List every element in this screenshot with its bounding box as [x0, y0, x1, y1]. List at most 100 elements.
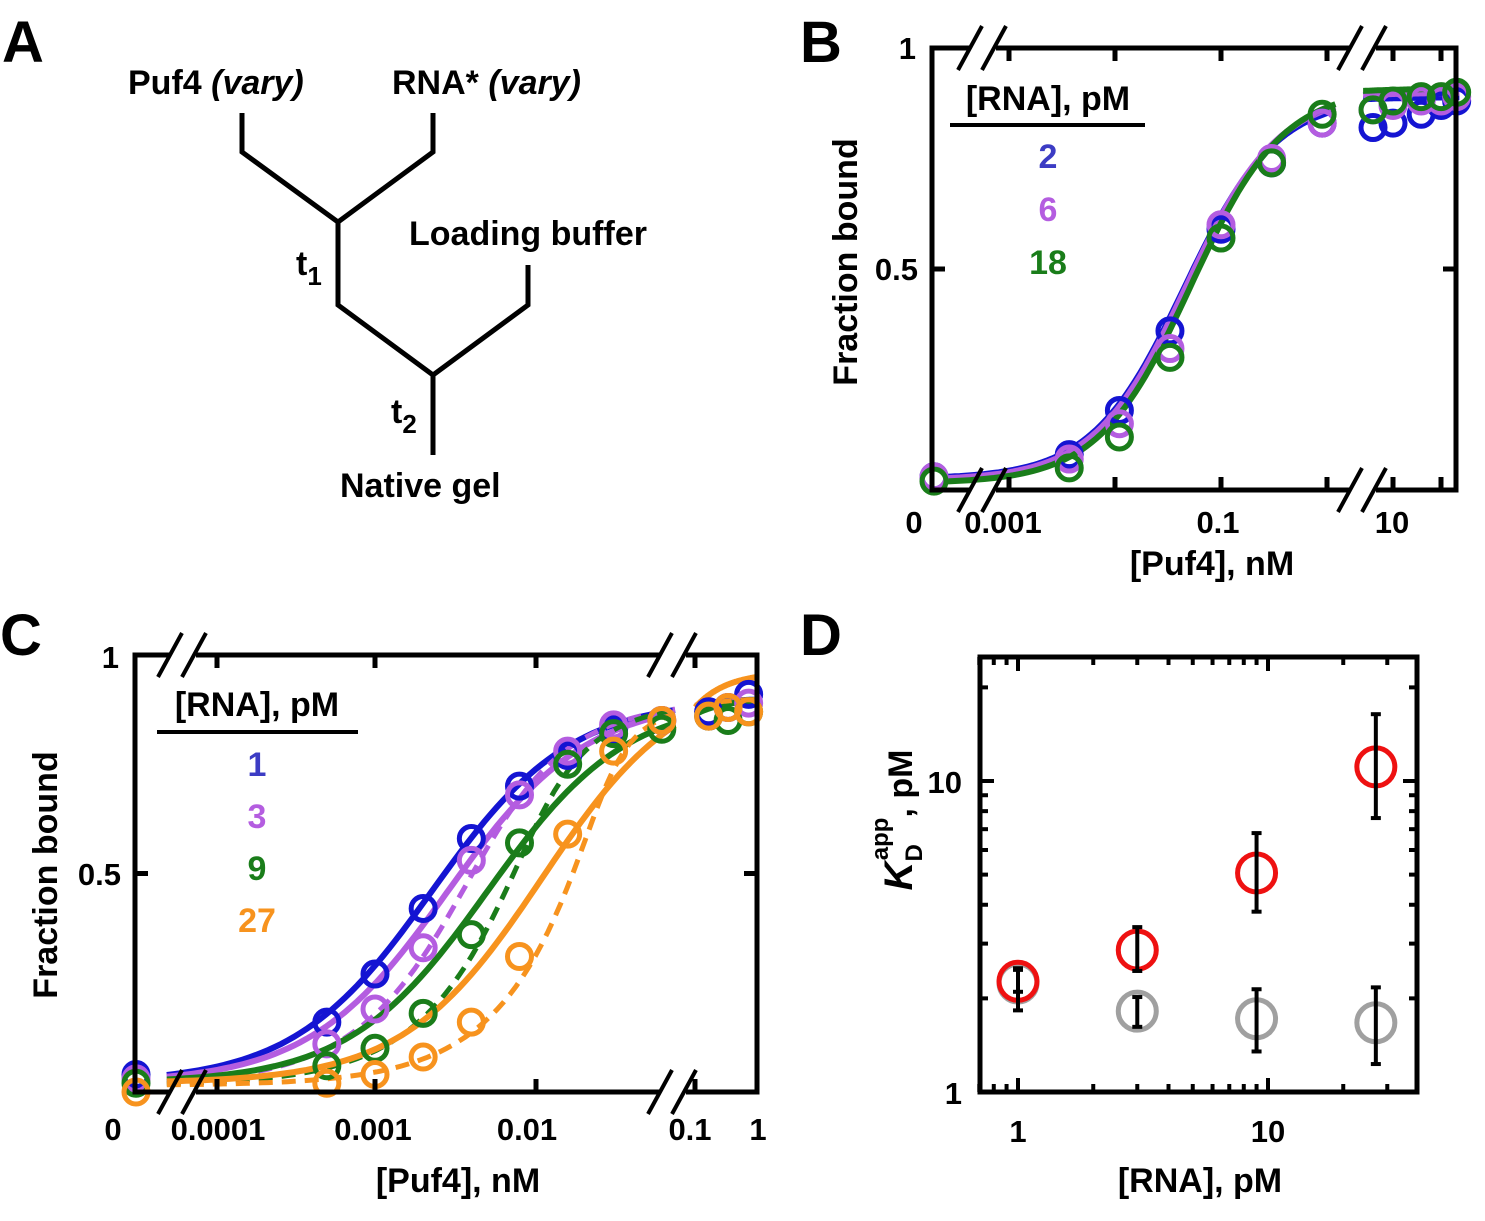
rna-label: RNA* (vary) — [392, 64, 581, 102]
data-point — [312, 1051, 342, 1081]
panel-a-diagram: A Puf4 (vary) RNA* (vary) Loading buffer… — [2, 10, 647, 505]
x-tick-label: 1 — [749, 1112, 766, 1147]
data-point — [504, 771, 534, 801]
panel-c-chart: C [Puf4], nM Fraction bound 0 0.0001 0.0… — [0, 603, 767, 1200]
y-axis-label: KDapp, pM — [867, 750, 928, 891]
data-point — [504, 942, 534, 972]
axis-break-mark — [956, 467, 984, 513]
legend-entry: 6 — [1039, 191, 1058, 229]
axis-break-gap — [1350, 486, 1376, 494]
axis-break-mark — [180, 632, 208, 678]
y-tick-label: 1 — [945, 1076, 962, 1111]
data-point — [1104, 409, 1134, 439]
fit-curve-dashed — [166, 711, 676, 1088]
data-point — [1358, 113, 1388, 143]
axis-break-mark — [180, 1069, 208, 1115]
axis-break-gap — [970, 486, 996, 494]
axis-break-gap — [660, 1088, 686, 1096]
data-point — [734, 679, 764, 709]
x-tick-label: 0.1 — [668, 1112, 711, 1147]
data-point — [1155, 316, 1185, 346]
axis-break-mark — [1360, 467, 1388, 513]
data-point — [408, 1042, 438, 1072]
y-tick-label: 1 — [899, 31, 916, 66]
axis-break-mark — [980, 467, 1008, 513]
axis-break-mark — [1336, 25, 1364, 71]
x-tick-label: 10 — [1375, 505, 1409, 540]
data-point — [408, 893, 438, 923]
data-point — [1054, 453, 1084, 483]
axis-break-mark — [1360, 25, 1388, 71]
puf4-vary-text: (vary) — [211, 64, 304, 102]
axis-break-mark — [646, 1069, 674, 1115]
data-point — [647, 706, 677, 736]
data-point — [553, 819, 583, 849]
data-point — [1054, 444, 1084, 474]
fit-curve-solid — [945, 103, 1337, 482]
fit-curve-solid — [166, 722, 677, 1085]
legend-entry: 18 — [1029, 244, 1067, 282]
x-tick-label: 0.001 — [964, 505, 1042, 540]
data-point — [1426, 82, 1456, 112]
data-point — [504, 828, 534, 858]
y-tick-label: 1 — [102, 640, 119, 675]
panel-b-chart: B [Puf4], nM Fraction bound 0 0.001 0.1 … — [800, 10, 1472, 583]
x-tick-label: 1 — [1009, 1114, 1026, 1149]
axis-break-mark — [646, 632, 674, 678]
data-point — [1307, 99, 1337, 129]
data-point — [599, 736, 629, 766]
legend-title: [RNA], pM — [966, 80, 1130, 118]
data-point — [1104, 395, 1134, 425]
panel-label-b: B — [800, 10, 842, 75]
data-point — [647, 714, 677, 744]
legend-entry: 1 — [248, 746, 267, 784]
fit-curve-dashed — [166, 706, 676, 1085]
x-tick-label: 0.001 — [334, 1112, 412, 1147]
x-axis-label: [RNA], pM — [1118, 1162, 1282, 1200]
puf4-text: Puf4 — [128, 64, 202, 102]
panel-label-a: A — [2, 10, 44, 75]
data-point — [1378, 86, 1408, 116]
axis-break-gap — [170, 651, 196, 659]
data-point — [1155, 342, 1185, 372]
data-point — [360, 959, 390, 989]
axis-break-mark — [670, 632, 698, 678]
data-point — [360, 994, 390, 1024]
panel-d-chart: D [RNA], pM KDapp, pM 1 10 1 10 — [800, 603, 1420, 1200]
panel-label-c: C — [0, 603, 42, 668]
axis-break-gap — [660, 651, 686, 659]
data-point — [1307, 108, 1337, 138]
data-point — [553, 749, 583, 779]
data-point — [1155, 334, 1185, 364]
loading-buffer-label: Loading buffer — [409, 215, 647, 253]
axis-break-mark — [956, 25, 984, 71]
x-tick-label: 0 — [104, 1112, 121, 1147]
axis-break-gap — [170, 1088, 196, 1096]
legend-title: [RNA], pM — [175, 686, 339, 724]
legend-entry: 9 — [248, 850, 267, 888]
data-point — [1406, 82, 1436, 112]
data-point — [456, 1007, 486, 1037]
legend-entry: 2 — [1039, 138, 1058, 176]
data-point — [1115, 989, 1159, 1033]
fit-curve-solid — [166, 720, 676, 1083]
x-tick-label: 0.01 — [497, 1112, 557, 1147]
axis-break-mark — [980, 25, 1008, 71]
plot-frame — [977, 654, 1420, 1095]
x-tick-label: 0.1 — [1196, 505, 1239, 540]
y-tick-label: 0.5 — [78, 857, 121, 892]
fit-curve-solid — [945, 107, 1337, 480]
data-point — [456, 845, 486, 875]
x-tick-label: 10 — [1251, 1114, 1285, 1149]
y-tick-label: 10 — [928, 765, 962, 800]
data-point — [456, 920, 486, 950]
panel-label-d: D — [800, 603, 842, 668]
data-point — [408, 998, 438, 1028]
x-tick-label: 0.0001 — [171, 1112, 266, 1147]
data-point — [1206, 210, 1236, 240]
axis-break-mark — [1336, 467, 1364, 513]
data-point — [504, 780, 534, 810]
y-axis-label: Fraction bound — [827, 138, 865, 385]
y-tick-label: 0.5 — [875, 252, 918, 287]
fit-curve-solid — [166, 709, 676, 1080]
